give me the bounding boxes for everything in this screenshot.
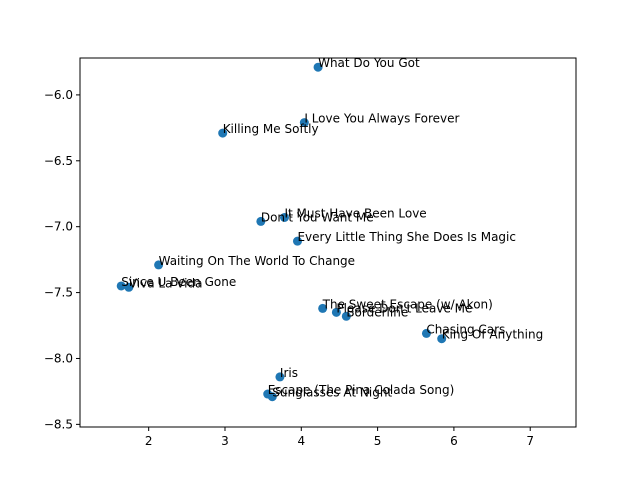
data-point-label: Every Little Thing She Does Is Magic (297, 230, 516, 244)
data-point (267, 392, 277, 402)
data-point (256, 216, 266, 226)
data-point (124, 282, 134, 292)
data-point (331, 307, 341, 317)
x-tick-label: 3 (221, 434, 229, 448)
data-point (116, 281, 126, 291)
plot-frame (79, 57, 577, 428)
data-point-label: Chasing Cars (426, 322, 505, 336)
x-tick-label: 2 (145, 434, 153, 448)
x-tick-label: 7 (526, 434, 534, 448)
data-point-label: Iris (280, 366, 298, 380)
data-point-labels: What Do You Got I Love You Always Forever… (121, 56, 543, 399)
data-point (218, 128, 228, 138)
x-tick-label: 5 (374, 434, 382, 448)
data-point (299, 118, 309, 128)
y-tick-label: −6.5 (44, 154, 73, 168)
data-point-label: Borderline (346, 305, 408, 319)
axis-ticks: 2 3 4 5 6 7 −6.0 −6.5 −7.0 −7.5 −8.0 −8.5 (44, 88, 534, 448)
data-point-label: Waiting On The World To Change (159, 254, 355, 268)
data-point-label: I Love You Always Forever (304, 112, 459, 126)
data-point (318, 303, 328, 313)
data-point-label: Please Don't Leave Me (336, 301, 472, 315)
y-tick-label: −8.5 (44, 417, 73, 431)
data-point-label: What Do You Got (318, 56, 420, 70)
data-point-label: King Of Anything (442, 328, 544, 342)
data-point-label: Sunglasses At Night (272, 386, 392, 400)
data-point (154, 260, 164, 270)
data-point (313, 62, 323, 72)
data-point-label: It Must Have Been Love (285, 206, 427, 220)
data-points (116, 62, 447, 402)
y-tick-label: −7.0 (44, 220, 73, 234)
data-point-label: Don't You Want Me (261, 210, 374, 224)
data-point (275, 372, 285, 382)
data-point (280, 212, 290, 222)
y-tick-label: −7.5 (44, 286, 73, 300)
data-point-label: Killing Me Softly (223, 122, 319, 136)
data-point-label: Escape (The Pina Colada Song) (268, 383, 455, 397)
data-point (421, 328, 431, 338)
data-point (292, 236, 302, 246)
y-tick-label: −8.0 (44, 351, 73, 365)
data-point-label: The Sweet Escape (w/ Akon) (322, 297, 493, 311)
data-point-label: Viva La Vida (129, 276, 203, 290)
data-point (437, 334, 447, 344)
data-point-label: Since U Been Gone (121, 275, 236, 289)
y-tick-label: −6.0 (44, 88, 73, 102)
x-tick-label: 4 (297, 434, 305, 448)
x-tick-label: 6 (450, 434, 458, 448)
data-point (341, 311, 351, 321)
